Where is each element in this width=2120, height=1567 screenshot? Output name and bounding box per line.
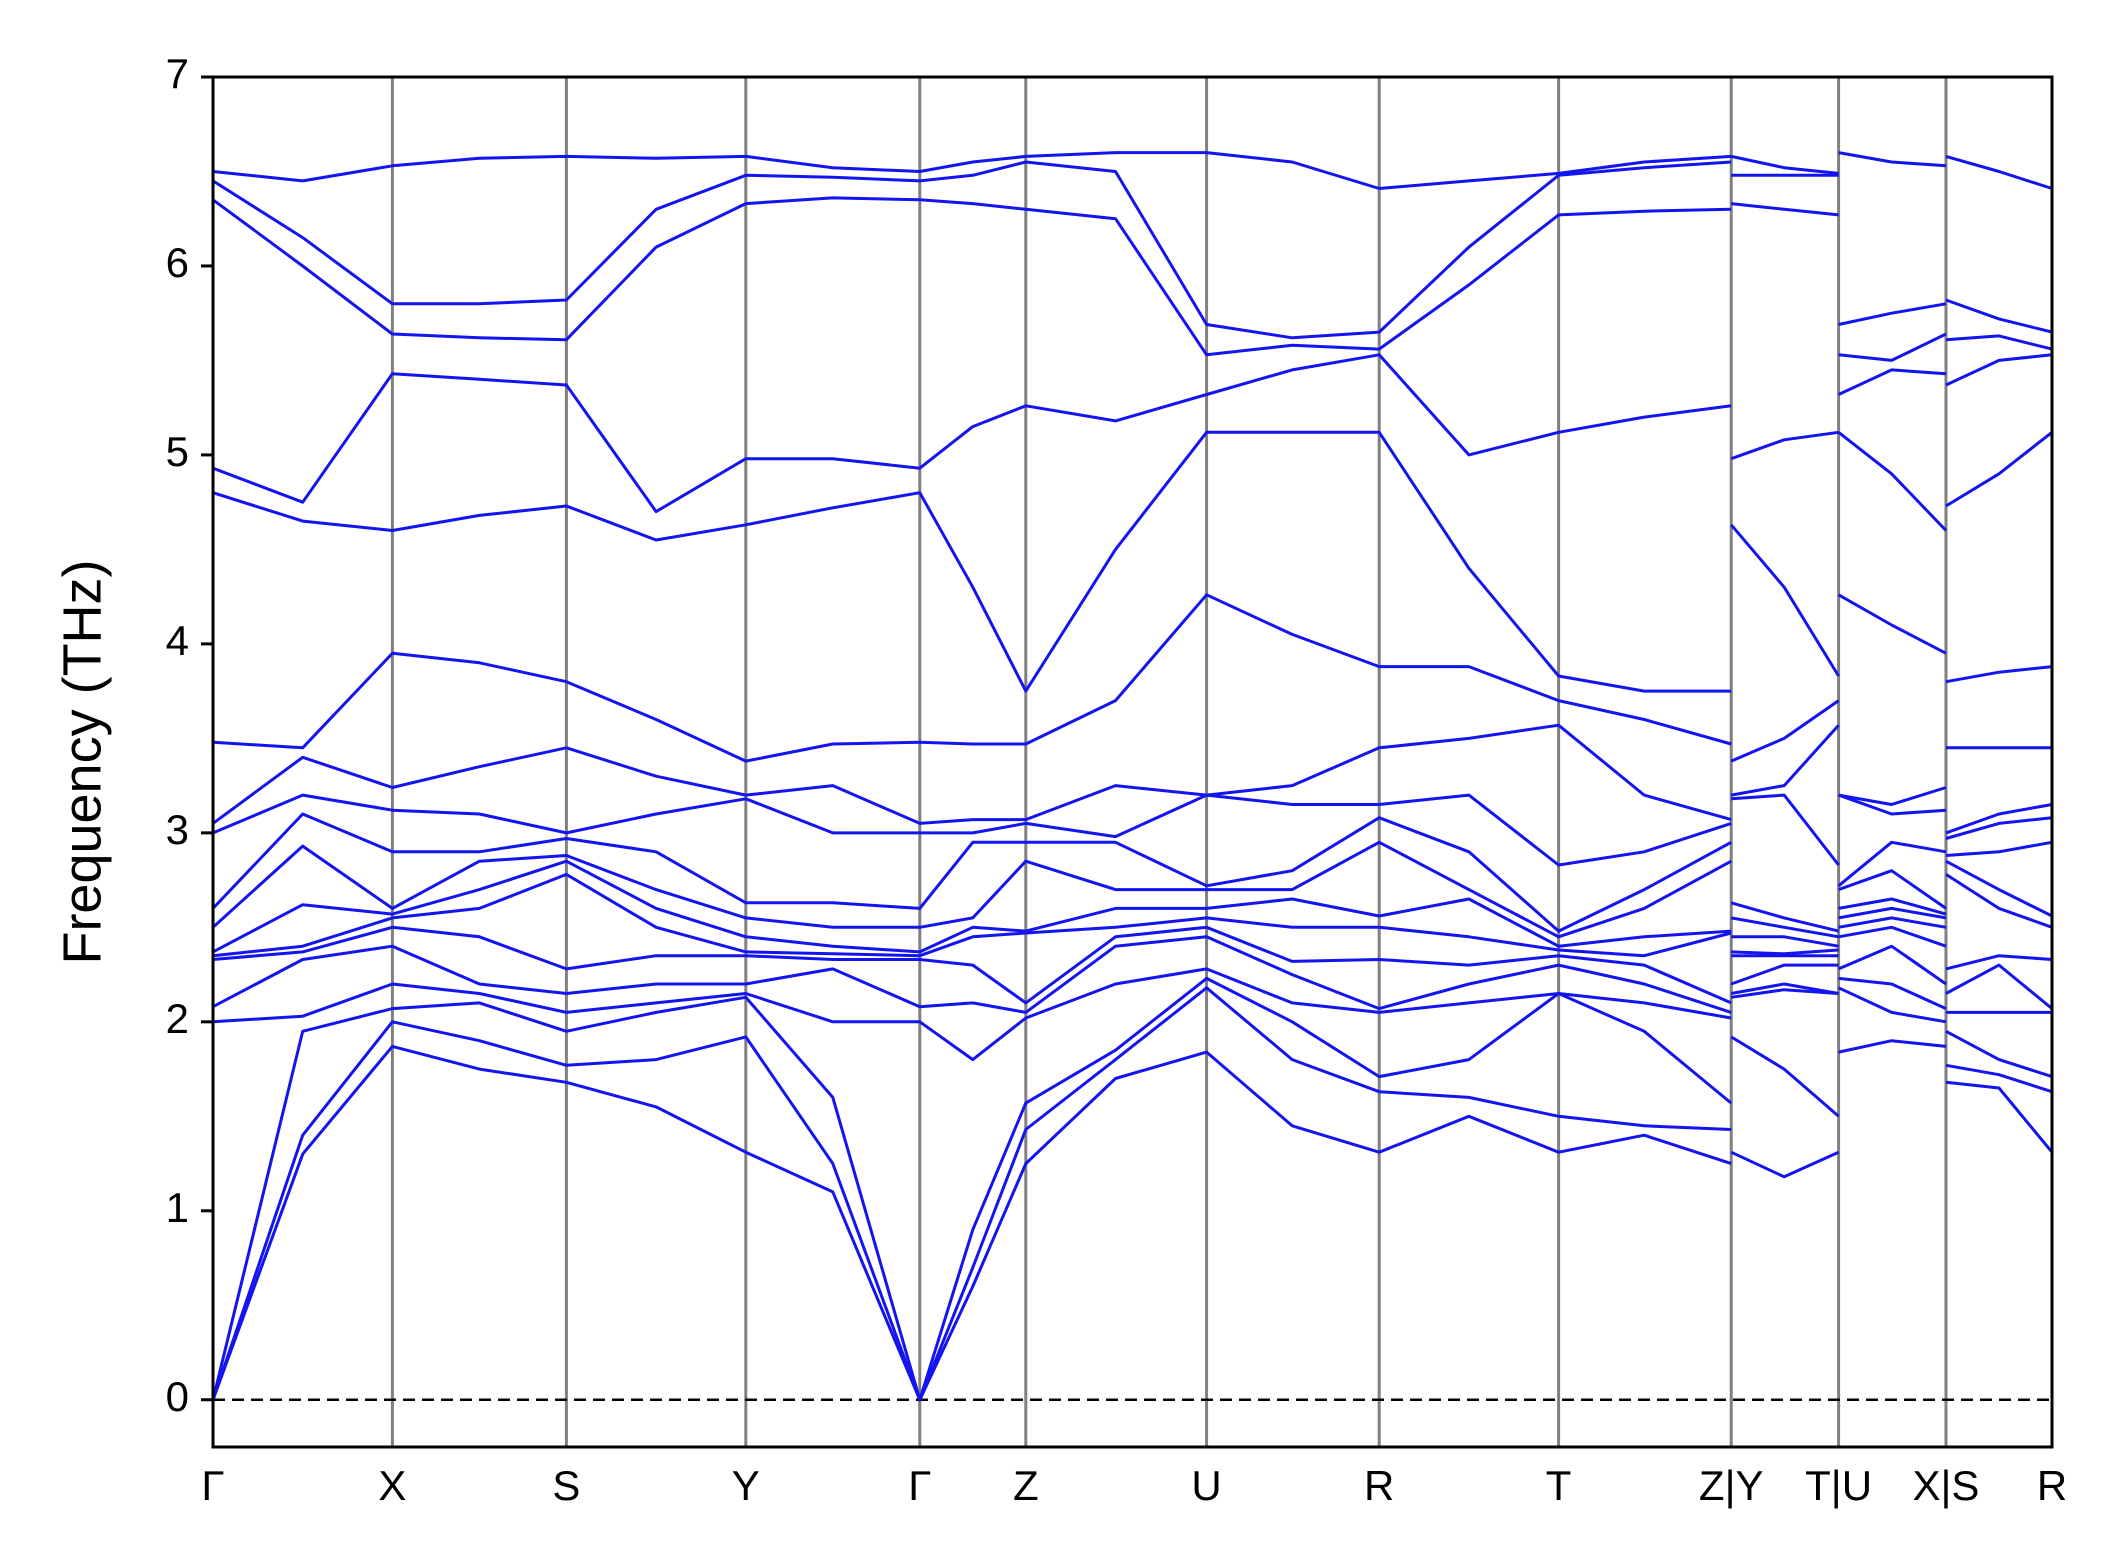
band [212, 160, 2053, 340]
x-tick-label: T [1546, 1462, 1572, 1509]
band [211, 812, 2053, 933]
band [212, 593, 2053, 763]
x-tick-label: Z [1013, 1462, 1039, 1509]
band [212, 430, 2053, 693]
y-tick-label: 7 [166, 50, 189, 97]
band [212, 723, 2052, 825]
band [212, 872, 2053, 958]
y-tick-label: 2 [166, 995, 189, 1042]
band [212, 151, 2053, 190]
y-tick-label: 1 [166, 1184, 189, 1231]
x-tick-label: Y [732, 1462, 760, 1509]
y-tick-label: 5 [166, 428, 189, 475]
band [212, 944, 2052, 1062]
band [212, 793, 2053, 867]
x-tick-label: X [378, 1462, 406, 1509]
x-tick-label: T|U [1805, 1462, 1872, 1509]
band [211, 986, 2053, 1402]
plot-frame [211, 75, 2054, 1449]
y-tick-label: 0 [166, 1373, 189, 1420]
x-tick-label: R [1364, 1462, 1394, 1509]
band [211, 1039, 2054, 1402]
x-tick-label: X|S [1913, 1462, 1980, 1509]
band [211, 976, 2053, 1402]
x-tick-label: U [1191, 1462, 1221, 1509]
band [212, 916, 2053, 1005]
band [212, 859, 2053, 954]
y-axis-label: Frequency (THz) [52, 559, 112, 964]
x-tick-label: Z|Y [1699, 1462, 1764, 1509]
x-tick-label: R [2037, 1462, 2067, 1509]
band [211, 840, 2053, 939]
y-tick-label: 4 [166, 617, 189, 664]
y-tick-label: 6 [166, 239, 189, 286]
x-tick-label: Γ [908, 1462, 931, 1509]
band [212, 925, 2053, 1014]
band [212, 353, 2053, 514]
x-tick-label: Γ [201, 1462, 224, 1509]
band [212, 196, 2053, 362]
y-tick-label: 3 [166, 806, 189, 853]
x-tick-label: S [552, 1462, 580, 1509]
